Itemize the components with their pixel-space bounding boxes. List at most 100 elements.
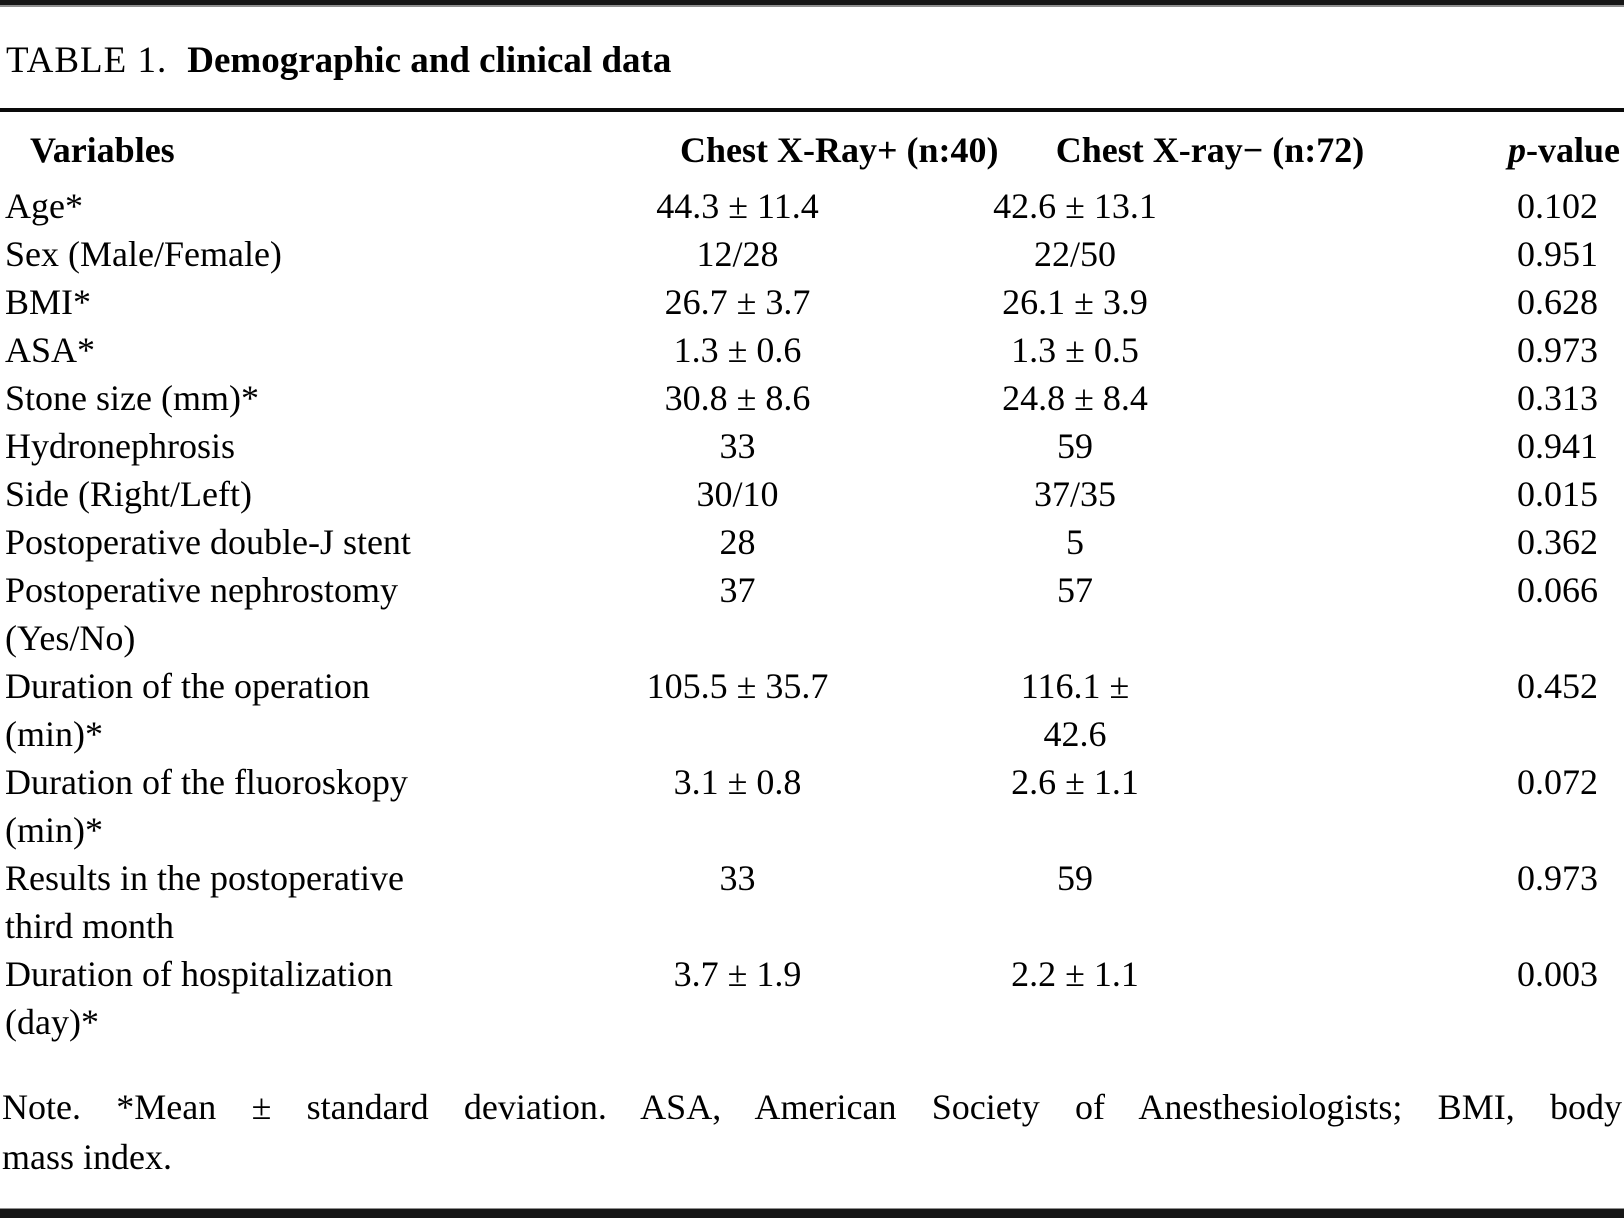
cell-xray-positive: 30.8 ± 8.6 — [595, 374, 880, 422]
row-label: Duration of hospitalization — [5, 954, 393, 994]
value: 105.5 ± 35.7 — [646, 666, 829, 706]
value: 3.1 ± 0.8 — [673, 762, 802, 802]
value: 0.102 — [1517, 186, 1598, 226]
cell-xray-negative: 2.2 ± 1.1 — [880, 950, 1270, 1046]
value: 28 — [719, 522, 756, 562]
value: 22/50 — [1033, 234, 1116, 274]
cell-variable: Duration of the operation (min)* — [0, 662, 595, 758]
cell-xray-negative: 5 — [880, 518, 1270, 566]
value: 116.1 ± — [1020, 666, 1130, 706]
value: 30/10 — [696, 474, 779, 514]
cell-xray-negative: 116.1 ± 42.6 — [880, 662, 1270, 758]
col-header-p-value-label: p-value — [1508, 126, 1620, 174]
bottom-rule-thick — [0, 1209, 1624, 1218]
cell-xray-negative: 22/50 — [880, 230, 1270, 278]
table-row: Side (Right/Left) 30/10 37/35 0.015 — [0, 470, 1624, 518]
row-label: Sex (Male/Female) — [5, 234, 282, 274]
value: 59 — [1057, 858, 1093, 898]
cell-xray-negative: 57 — [880, 566, 1270, 662]
value-line2: 42.6 — [1043, 714, 1107, 754]
cell-xray-positive: 30/10 — [595, 470, 880, 518]
cell-xray-positive: 3.1 ± 0.8 — [595, 758, 880, 854]
cell-variable: Duration of hospitalization (day)* — [0, 950, 595, 1046]
cell-p-value: 0.452 — [1270, 662, 1624, 758]
value: 37/35 — [1033, 474, 1116, 514]
cell-p-value: 0.003 — [1270, 950, 1624, 1046]
cell-p-value: 0.072 — [1270, 758, 1624, 854]
row-label-line2: (day)* — [5, 1002, 99, 1042]
value: 26.7 ± 3.7 — [664, 282, 811, 322]
value: 5 — [1066, 522, 1084, 562]
row-label: Duration of the operation — [5, 666, 370, 706]
table-row: Duration of hospitalization (day)* 3.7 ± … — [0, 950, 1624, 1046]
value: 37 — [719, 570, 756, 610]
note-line2: mass index. — [2, 1137, 172, 1177]
value: 33 — [719, 858, 756, 898]
table-row: Stone size (mm)* 30.8 ± 8.6 24.8 ± 8.4 0… — [0, 374, 1624, 422]
cell-xray-negative: 37/35 — [880, 470, 1270, 518]
table-row: Duration of the fluoroskopy (min)* 3.1 ± … — [0, 758, 1624, 854]
cell-xray-negative: 1.3 ± 0.5 — [880, 326, 1270, 374]
table-note: Note. *Mean ± standard deviation. ASA, A… — [0, 1082, 1624, 1182]
row-label: BMI* — [5, 282, 92, 322]
col-header-xray-negative: Chest X-ray− (n:72) — [880, 112, 1364, 182]
row-label: Hydronephrosis — [5, 426, 235, 466]
cell-variable: Hydronephrosis — [0, 422, 595, 470]
cell-variable: Results in the postoperative third month — [0, 854, 595, 950]
cell-xray-positive: 37 — [595, 566, 880, 662]
row-label: ASA* — [5, 330, 96, 370]
value: 0.452 — [1517, 666, 1598, 706]
cell-p-value: 0.973 — [1270, 326, 1624, 374]
row-label: Results in the postoperative — [5, 858, 404, 898]
row-label: Postoperative nephrostomy — [5, 570, 398, 610]
cell-variable: Age* — [0, 182, 595, 230]
cell-p-value: 0.951 — [1270, 230, 1624, 278]
table-row: Results in the postoperative third month … — [0, 854, 1624, 950]
p-italic: p — [1508, 130, 1526, 170]
cell-xray-negative: 2.6 ± 1.1 — [880, 758, 1270, 854]
cell-xray-positive: 1.3 ± 0.6 — [595, 326, 880, 374]
row-label: Age* — [5, 186, 83, 226]
cell-variable: BMI* — [0, 278, 595, 326]
header-row: Variables Chest X-Ray+ (n:40) Chest X-ra… — [0, 112, 1624, 182]
cell-xray-negative: 59 — [880, 422, 1270, 470]
value: 0.072 — [1517, 762, 1598, 802]
table-row: BMI* 26.7 ± 3.7 26.1 ± 3.9 0.628 — [0, 278, 1624, 326]
col-header-variables: Variables — [30, 130, 175, 170]
value: 0.973 — [1517, 330, 1598, 370]
value: 0.628 — [1517, 282, 1598, 322]
value: 57 — [1057, 570, 1093, 610]
value: 0.941 — [1517, 426, 1598, 466]
table-title: Demographic and clinical data — [187, 40, 672, 81]
table-row: Sex (Male/Female) 12/28 22/50 0.951 — [0, 230, 1624, 278]
cell-variable: Postoperative nephrostomy (Yes/No) — [0, 566, 595, 662]
cell-p-value: 0.628 — [1270, 278, 1624, 326]
value: 30.8 ± 8.6 — [664, 378, 811, 418]
cell-xray-positive: 28 — [595, 518, 880, 566]
cell-xray-negative: 26.1 ± 3.9 — [880, 278, 1270, 326]
value: 2.6 ± 1.1 — [1011, 762, 1139, 802]
cell-p-value: 0.066 — [1270, 566, 1624, 662]
row-label: Duration of the fluoroskopy — [5, 762, 408, 802]
value: 26.1 ± 3.9 — [1002, 282, 1148, 322]
cell-xray-positive: 12/28 — [595, 230, 880, 278]
cell-variable: Sex (Male/Female) — [0, 230, 595, 278]
value: 0.362 — [1517, 522, 1598, 562]
value: 0.066 — [1517, 570, 1598, 610]
table-number: TABLE 1. — [6, 40, 168, 81]
value: 12/28 — [696, 234, 779, 274]
cell-xray-positive: 33 — [595, 854, 880, 950]
cell-xray-positive: 44.3 ± 11.4 — [595, 182, 880, 230]
row-label-line2: (min)* — [5, 810, 103, 850]
row-label: Stone size (mm)* — [5, 378, 259, 418]
cell-xray-positive: 105.5 ± 35.7 — [595, 662, 880, 758]
value: 44.3 ± 11.4 — [656, 186, 819, 226]
col-header-p-value: p-value — [1270, 112, 1624, 182]
value: 1.3 ± 0.6 — [673, 330, 802, 370]
demographic-clinical-table: Variables Chest X-Ray+ (n:40) Chest X-ra… — [0, 112, 1624, 1046]
value: 24.8 ± 8.4 — [1002, 378, 1148, 418]
table-row: Postoperative double-J stent 28 5 0.362 — [0, 518, 1624, 566]
table-row: Hydronephrosis 33 59 0.941 — [0, 422, 1624, 470]
cell-variable: Stone size (mm)* — [0, 374, 595, 422]
